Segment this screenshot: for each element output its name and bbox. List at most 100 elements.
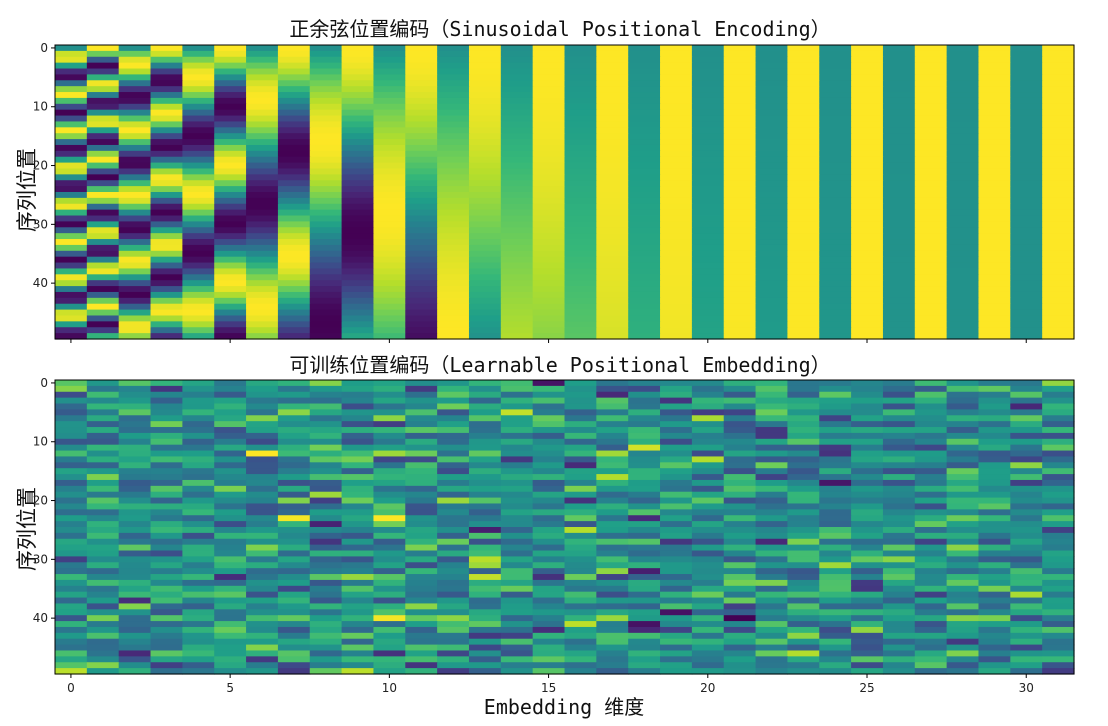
- heatmap-cell: [660, 538, 693, 546]
- heatmap-cell: [500, 591, 534, 599]
- heatmap-cell: [564, 262, 597, 270]
- heatmap-cell: [755, 515, 788, 522]
- heatmap-cell: [628, 127, 661, 134]
- heatmap-cell: [341, 515, 375, 522]
- heatmap-cell: [86, 203, 120, 211]
- heatmap-cell: [468, 227, 502, 234]
- heatmap-cell: [596, 415, 629, 422]
- heatmap-cell: [723, 121, 757, 128]
- heatmap-cell: [468, 579, 502, 587]
- heatmap-cell: [341, 527, 375, 534]
- heatmap-cell: [277, 456, 311, 463]
- heatmap-cell: [118, 315, 152, 322]
- heatmap-cell: [914, 86, 948, 93]
- heatmap-cell: [564, 286, 597, 293]
- heatmap-cell: [755, 380, 788, 387]
- heatmap-cell: [1042, 638, 1075, 646]
- heatmap-cell: [755, 333, 788, 340]
- heatmap-cell: [914, 203, 948, 211]
- heatmap-cell: [373, 380, 406, 387]
- heatmap-cell: [914, 603, 948, 610]
- heatmap-cell: [723, 291, 757, 299]
- heatmap-cell: [755, 186, 788, 193]
- heatmap-cell: [214, 45, 247, 52]
- heatmap-cell: [309, 409, 343, 416]
- heatmap-cell: [1010, 497, 1043, 505]
- heatmap-cell: [851, 315, 884, 322]
- heatmap-cell: [723, 468, 757, 475]
- heatmap-cell: [532, 156, 566, 164]
- heatmap-cell: [755, 668, 788, 675]
- heatmap-cell: [946, 515, 980, 522]
- heatmap-cell: [309, 491, 343, 499]
- heatmap-cell: [118, 244, 152, 252]
- heatmap-cell: [118, 391, 152, 399]
- heatmap-cell: [755, 168, 788, 175]
- heatmap-cell: [182, 244, 215, 252]
- heatmap-cell: [1042, 291, 1075, 299]
- heatmap-cell: [978, 474, 1011, 481]
- heatmap-cell: [596, 668, 629, 675]
- heatmap-cell: [628, 256, 661, 264]
- heatmap-cell: [1042, 427, 1075, 434]
- heatmap-cell: [723, 409, 757, 416]
- heatmap-cell: [691, 503, 725, 510]
- heatmap-cell: [277, 497, 311, 505]
- heatmap-cell: [946, 150, 980, 158]
- heatmap-cell: [1042, 479, 1075, 487]
- heatmap-cell: [150, 250, 183, 258]
- heatmap-cell: [691, 309, 725, 317]
- heatmap-cell: [277, 391, 311, 399]
- heatmap-cell: [405, 62, 438, 70]
- heatmap-cell: [1042, 215, 1075, 222]
- heatmap-cell: [564, 280, 597, 287]
- heatmap-cell: [1010, 403, 1043, 410]
- heatmap-cell: [946, 544, 980, 552]
- heatmap-cell: [819, 133, 852, 140]
- heatmap-cell: [819, 303, 852, 311]
- heatmap-cell: [691, 103, 725, 111]
- heatmap-cell: [182, 168, 215, 175]
- heatmap-cell: [978, 62, 1011, 70]
- heatmap-cell: [150, 509, 183, 516]
- heatmap-cell: [882, 80, 916, 87]
- heatmap-cell: [214, 156, 247, 164]
- heatmap-cell: [851, 309, 884, 317]
- heatmap-cell: [851, 209, 884, 217]
- heatmap-cell: [214, 391, 247, 399]
- heatmap-cell: [660, 139, 693, 146]
- heatmap-cell: [86, 244, 120, 252]
- heatmap-cell: [150, 574, 183, 581]
- heatmap-cell: [978, 162, 1011, 170]
- sinusoidal-plot-frame: [54, 44, 1075, 340]
- heatmap-cell: [787, 662, 820, 669]
- heatmap-cell: [564, 521, 597, 528]
- heatmap-cell: [628, 56, 661, 64]
- heatmap-cell: [628, 479, 661, 487]
- heatmap-cell: [946, 397, 980, 405]
- heatmap-cell: [1042, 121, 1075, 128]
- heatmap-cell: [564, 644, 597, 652]
- heatmap-cell: [723, 262, 757, 270]
- heatmap-cell: [309, 174, 343, 181]
- heatmap-cell: [978, 391, 1011, 399]
- heatmap-cell: [405, 203, 438, 211]
- heatmap-cell: [118, 50, 152, 58]
- heatmap-cell: [978, 291, 1011, 299]
- heatmap-cell: [373, 515, 406, 522]
- heatmap-cell: [150, 568, 183, 575]
- heatmap-cell: [214, 538, 247, 546]
- heatmap-cell: [373, 156, 406, 164]
- heatmap-cell: [373, 585, 406, 593]
- heatmap-cell: [468, 668, 502, 675]
- heatmap-cell: [691, 303, 725, 311]
- heatmap-cell: [596, 562, 629, 569]
- heatmap-cell: [532, 256, 566, 264]
- heatmap-cell: [596, 139, 629, 146]
- heatmap-cell: [691, 174, 725, 181]
- heatmap-cell: [277, 121, 311, 128]
- heatmap-cell: [755, 233, 788, 240]
- heatmap-cell: [978, 585, 1011, 593]
- heatmap-cell: [309, 509, 343, 516]
- heatmap-cell: [277, 527, 311, 534]
